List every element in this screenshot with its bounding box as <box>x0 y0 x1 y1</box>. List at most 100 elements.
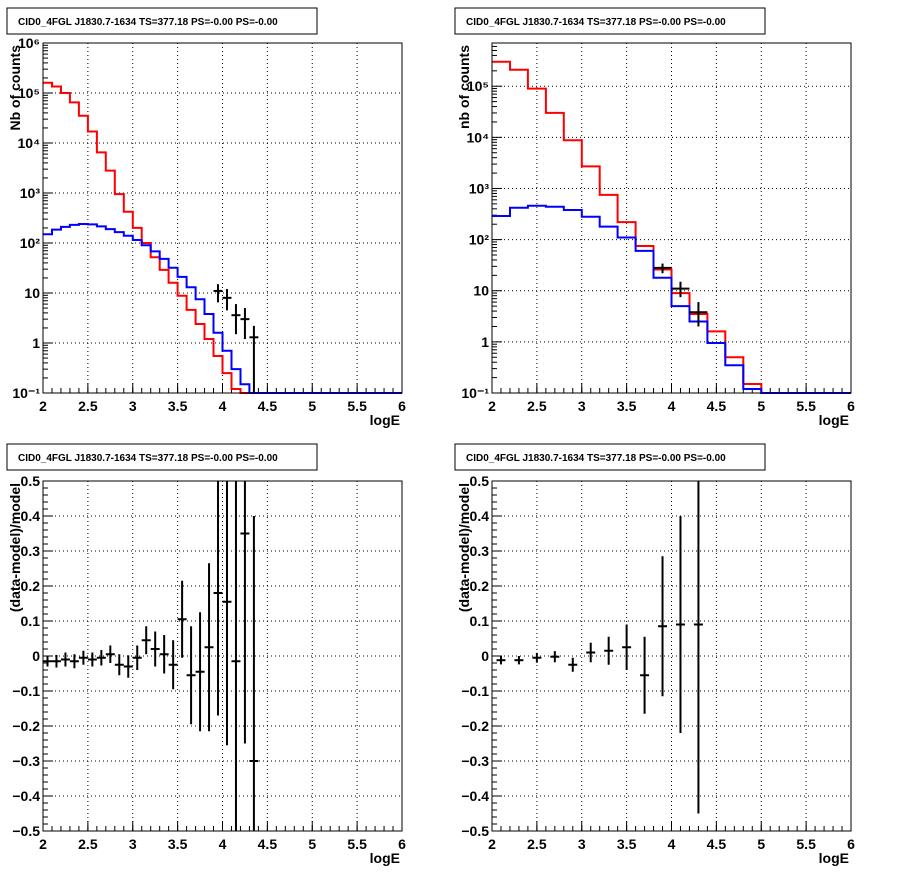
data-point <box>204 563 214 732</box>
chart-title: CID0_4FGL J1830.7-1634 TS=377.18 PS=-0.0… <box>466 453 726 464</box>
x-tick-label: 4.5 <box>707 836 727 852</box>
data-point <box>532 652 542 663</box>
data-point <box>87 652 97 667</box>
x-tick-label: 2 <box>488 398 496 414</box>
data-point <box>123 655 133 678</box>
data-point <box>213 284 223 303</box>
plot-frame <box>491 480 852 832</box>
x-tick-label: 3 <box>129 398 137 414</box>
x-tick-label: 4 <box>668 836 676 852</box>
data-point <box>168 640 178 690</box>
data-point <box>689 302 708 327</box>
y-tick-label: 10² <box>20 235 41 251</box>
data-point <box>622 624 632 670</box>
data-point <box>213 481 223 716</box>
y-tick-label: 1 <box>32 335 40 351</box>
y-tick-label: 0.1 <box>21 613 41 629</box>
x-tick-label: 6 <box>398 398 406 414</box>
data-point <box>231 481 241 831</box>
x-tick-label: 6 <box>847 836 855 852</box>
data-point <box>60 652 70 667</box>
x-tick-label: 3 <box>129 836 137 852</box>
x-tick-label: 4 <box>668 398 676 414</box>
data-point <box>159 635 169 674</box>
y-axis-title: (data-model)/model <box>7 483 23 612</box>
x-tick-label: 5.5 <box>796 398 816 414</box>
x-tick-label: 4.5 <box>707 398 727 414</box>
y-tick-label: 0.3 <box>470 543 490 559</box>
x-axis-title: logE <box>370 412 400 428</box>
y-tick-label: 0 <box>481 648 489 664</box>
y-axis-title: (data-model)/model <box>456 483 472 612</box>
title-box <box>6 443 318 471</box>
data-point <box>222 481 232 746</box>
data-point <box>132 645 142 670</box>
y-tick-label: 0.5 <box>21 473 41 489</box>
y-tick-label: −0.5 <box>461 823 489 839</box>
x-tick-label: 3.5 <box>617 836 637 852</box>
data-point <box>604 636 614 665</box>
data-point <box>231 304 241 335</box>
x-tick-label: 2.5 <box>527 398 547 414</box>
panel-counts-left: CID0_4FGL J1830.7-1634 TS=377.18 PS=-0.0… <box>6 7 406 428</box>
x-tick-label: 2.5 <box>78 398 98 414</box>
x-tick-label: 6 <box>398 836 406 852</box>
data-point <box>514 656 524 665</box>
data-point <box>222 289 232 311</box>
data-point <box>51 654 61 668</box>
y-tick-label: 10² <box>469 232 490 248</box>
y-tick-label: 0.2 <box>21 578 41 594</box>
y-tick-label: 10⁵ <box>467 78 489 94</box>
x-tick-label: 3.5 <box>617 398 637 414</box>
data-point <box>693 481 703 814</box>
data-point <box>671 281 690 298</box>
y-tick-label: 0.3 <box>21 543 41 559</box>
data-point <box>586 642 596 663</box>
y-tick-label: 0.1 <box>470 613 490 629</box>
x-tick-label: 5 <box>757 836 765 852</box>
y-axis-title: Nb of counts <box>7 45 23 131</box>
x-tick-label: 5 <box>308 398 316 414</box>
data-point <box>496 656 506 665</box>
chart-title: CID0_4FGL J1830.7-1634 TS=377.18 PS=-0.0… <box>18 453 278 464</box>
x-tick-label: 5.5 <box>347 398 367 414</box>
y-tick-label: −0.1 <box>12 683 40 699</box>
data-point <box>658 556 668 697</box>
x-tick-label: 4.5 <box>258 398 278 414</box>
y-tick-label: 1 <box>481 334 489 350</box>
data-point <box>114 654 124 676</box>
y-tick-label: −0.1 <box>461 683 489 699</box>
x-tick-label: 3.5 <box>168 398 188 414</box>
data-point <box>195 612 205 732</box>
data-point <box>675 516 685 733</box>
data-point <box>240 481 250 744</box>
y-tick-label: 0.4 <box>21 508 41 524</box>
x-tick-label: 2.5 <box>527 836 547 852</box>
x-tick-label: 5.5 <box>796 836 816 852</box>
y-tick-label: 10⁻¹ <box>461 385 489 401</box>
data-point <box>186 626 196 725</box>
data-point <box>69 654 79 669</box>
x-tick-label: 3.5 <box>168 836 188 852</box>
data-point <box>240 308 250 340</box>
title-box <box>454 443 766 471</box>
y-tick-label: 0.2 <box>470 578 490 594</box>
y-tick-label: 10³ <box>469 180 490 196</box>
y-tick-label: −0.4 <box>12 788 40 804</box>
plot-frame <box>42 42 403 394</box>
y-tick-label: 10⁵ <box>18 85 40 101</box>
y-tick-label: 0 <box>32 648 40 664</box>
data-point <box>43 656 52 667</box>
y-tick-label: 0.4 <box>470 508 490 524</box>
y-tick-label: −0.3 <box>12 753 40 769</box>
y-tick-label: 0.5 <box>470 473 490 489</box>
y-tick-label: 10⁻¹ <box>12 385 40 401</box>
x-axis-title: logE <box>819 850 849 866</box>
y-tick-label: −0.4 <box>461 788 489 804</box>
x-tick-label: 6 <box>847 398 855 414</box>
y-tick-label: −0.3 <box>461 753 489 769</box>
x-tick-label: 5.5 <box>347 836 367 852</box>
y-tick-label: 10⁶ <box>18 35 40 51</box>
data-point <box>105 645 115 663</box>
